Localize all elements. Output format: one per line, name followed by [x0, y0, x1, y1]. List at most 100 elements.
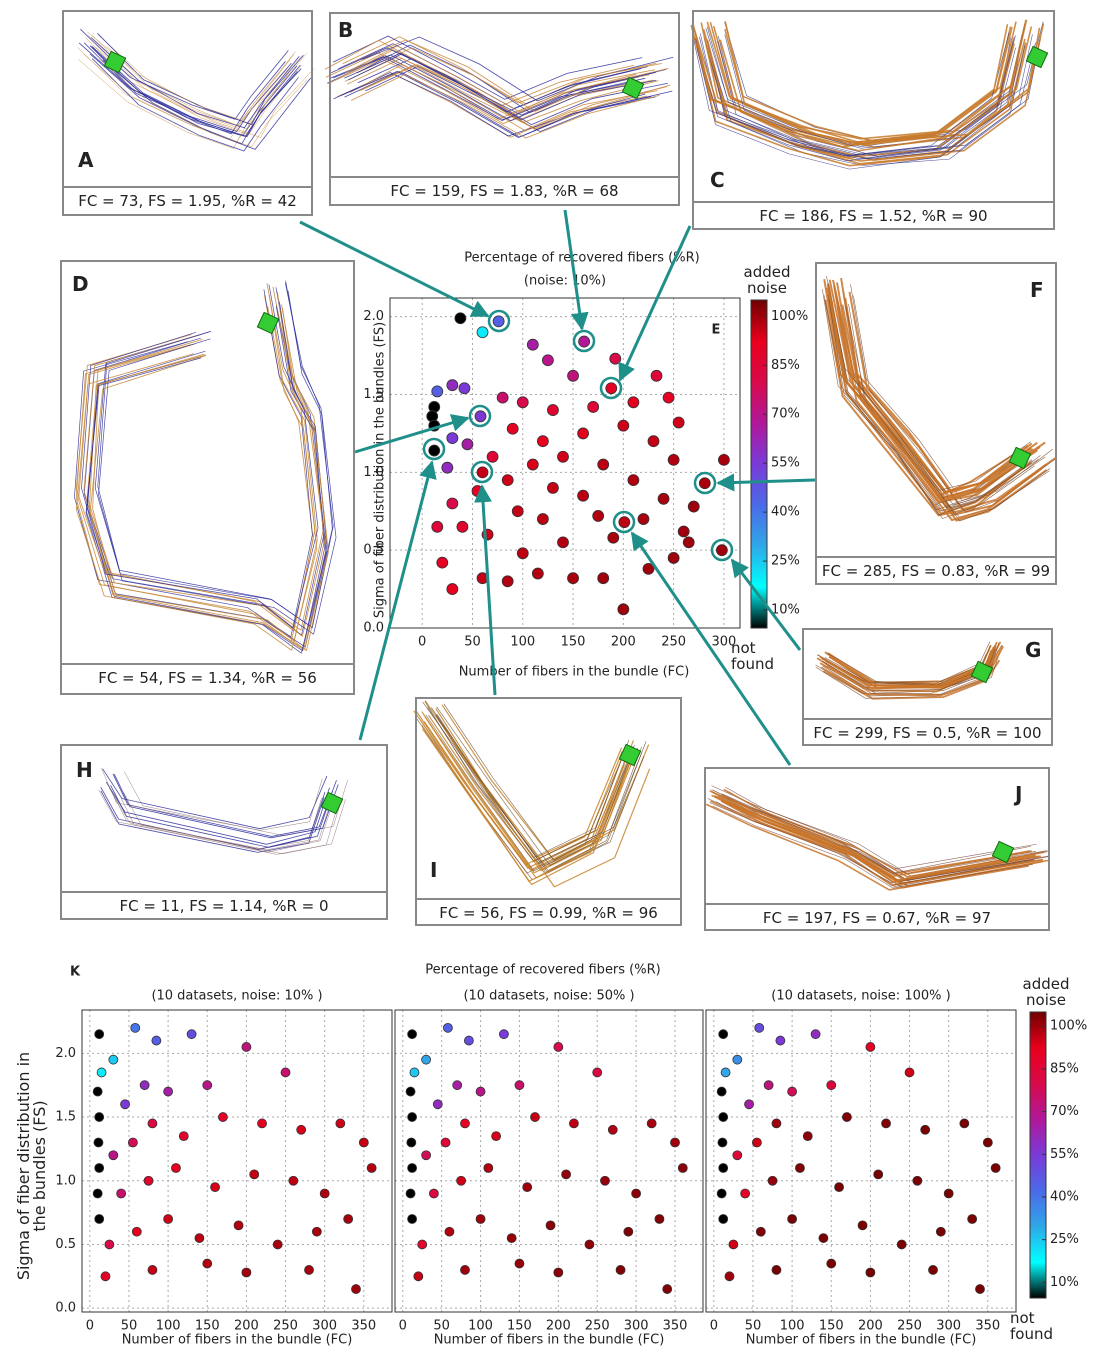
scatter-point [257, 1118, 267, 1129]
x-tick-label: 50 [121, 1319, 138, 1334]
scatter-point [428, 444, 441, 457]
fiber [712, 805, 1034, 889]
scatter-point [526, 458, 539, 471]
scatter-point [460, 1118, 470, 1129]
arrow [716, 473, 816, 492]
scatter-point [667, 453, 680, 466]
scatter-point [553, 1267, 564, 1278]
scatter-point [545, 1220, 556, 1231]
plot-frame [389, 297, 741, 629]
scatter-point [728, 1239, 739, 1250]
scatter-point [296, 1124, 307, 1135]
scatter-point [405, 1086, 416, 1097]
scatter-point [407, 1029, 418, 1040]
fiber [80, 28, 289, 120]
x-tick-label: 150 [195, 1319, 220, 1334]
scatter-point [94, 1112, 105, 1122]
y-tick-label: 1.5 [55, 1110, 76, 1125]
panel-label: F [1030, 278, 1044, 302]
scatter-point [718, 1029, 729, 1040]
scatter-point [233, 1220, 244, 1231]
y-tick-label: 1.0 [55, 1173, 76, 1188]
colorbar-label: added noise [743, 263, 791, 297]
colorbar-tick-label: 100% [1050, 1019, 1087, 1034]
scatter-point [104, 1239, 115, 1250]
scatter-point [421, 1054, 432, 1065]
scatter-point [413, 1271, 424, 1282]
chart-title: Percentage of recovered fibers (%R) [464, 251, 699, 266]
x-tick-label: 200 [858, 1319, 883, 1334]
scatter-point [657, 492, 670, 505]
fiber [89, 307, 329, 652]
y-tick-label: 0.0 [363, 621, 384, 636]
scatter-point [763, 1080, 774, 1091]
scatter-point [202, 1080, 213, 1091]
scatter-point [409, 1067, 420, 1078]
panel-label: J [1015, 782, 1023, 806]
scatter-point [522, 1182, 533, 1193]
highlight-rings [422, 309, 734, 562]
colorbar-bottom-label: not found [731, 639, 774, 673]
scatter-point [818, 1233, 829, 1243]
scatter-point [501, 474, 514, 487]
scatter-point [506, 422, 519, 435]
fiber [75, 306, 318, 651]
fiber [94, 282, 334, 629]
fiber-bundles [74, 19, 1056, 891]
fiber [83, 42, 292, 133]
scatter-point [881, 1118, 891, 1129]
fiber [721, 794, 1042, 881]
colorbar-tick-label: 55% [771, 456, 800, 471]
x-tick-label: 350 [975, 1319, 1000, 1334]
scatter-point [600, 1175, 610, 1186]
panel-caption: FC = 56, FS = 0.99, %R = 96 [415, 898, 682, 926]
scatter-point [319, 1188, 330, 1199]
scatter-point [724, 1271, 735, 1282]
fiber [725, 786, 1048, 875]
scatter-point [498, 1029, 509, 1040]
panel-caption: FC = 54, FS = 1.34, %R = 56 [60, 663, 355, 695]
panel-frame [802, 628, 1053, 720]
scatter-point [186, 1029, 197, 1040]
x-tick-label: 250 [661, 635, 686, 650]
scatter-point [647, 435, 660, 448]
ring [487, 309, 511, 333]
scatter-point [335, 1118, 346, 1129]
panel-label: A [78, 148, 94, 172]
scatter-point [163, 1086, 174, 1097]
scatter-point [650, 369, 663, 382]
seed-cube [256, 311, 280, 335]
scatter-point [536, 513, 549, 525]
x-tick-label: 150 [561, 635, 586, 650]
scatter-point [130, 1022, 141, 1033]
fiber [83, 286, 324, 631]
fiber [349, 64, 658, 131]
scatter-point [366, 1163, 377, 1173]
x-tick-label: 250 [585, 1319, 610, 1334]
scatter-point [755, 1226, 766, 1237]
panel-caption: FC = 299, FS = 0.5, %R = 100 [802, 718, 1053, 746]
panel-frame [329, 12, 680, 178]
scatter-point [460, 1265, 470, 1275]
scatter-point [718, 1163, 729, 1173]
x-tick-label: 250 [897, 1319, 922, 1334]
fiber [443, 703, 647, 861]
scatter-point [178, 1131, 189, 1142]
scatter-point [446, 497, 459, 510]
fiber [102, 768, 328, 830]
y-tick-label: 1.0 [363, 465, 384, 480]
chart-title: Percentage of recovered fibers (%R) [425, 963, 660, 978]
x-tick-label: 100 [156, 1319, 181, 1334]
ring [599, 376, 623, 400]
fiber [822, 289, 1025, 506]
colorbar-tick-label: 55% [1050, 1147, 1079, 1162]
scatter-point [93, 1137, 104, 1148]
fiber [356, 44, 667, 113]
ring [693, 471, 717, 495]
scatter-point [407, 1214, 418, 1224]
x-tick-label: 150 [819, 1319, 844, 1334]
scatter-point [672, 416, 685, 429]
fiber [424, 701, 628, 862]
scatter-point [609, 352, 622, 365]
